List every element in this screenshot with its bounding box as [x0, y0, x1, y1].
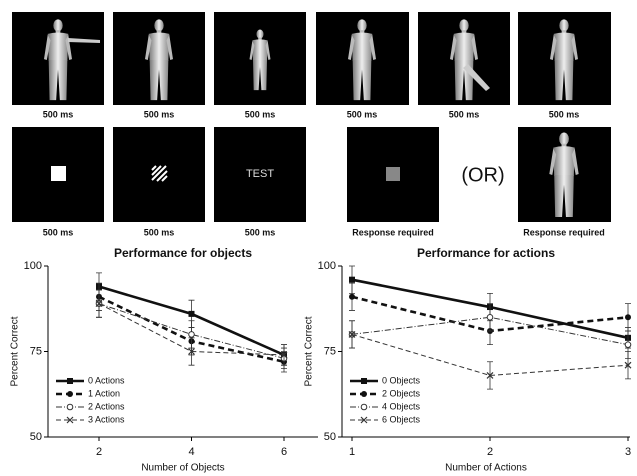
legend-marker: [361, 378, 367, 384]
x-tick-label: 2: [96, 446, 102, 458]
legend-marker: [66, 416, 74, 424]
marker: [624, 361, 632, 369]
x-tick-label: 4: [188, 446, 194, 458]
x-tick-label: 1: [349, 446, 355, 458]
caption: 500 ms: [43, 227, 74, 237]
caption: 500 ms: [347, 109, 378, 119]
caption: 500 ms: [245, 227, 276, 237]
caption: Response required: [352, 227, 434, 237]
legend-marker: [360, 403, 368, 411]
x-tick-label: 2: [487, 446, 493, 458]
legend-marker: [360, 416, 368, 424]
y-tick-label: 50: [30, 431, 42, 443]
marker: [348, 330, 356, 338]
legend-label: 2 Objects: [382, 388, 421, 398]
x-axis-label: Number of Actions: [445, 463, 527, 474]
legend-label: 6 Objects: [382, 414, 421, 424]
raised-arm: [68, 38, 100, 43]
x-tick-label: 3: [625, 446, 631, 458]
marker: [95, 300, 103, 308]
legend-marker: [66, 403, 74, 411]
caption: 500 ms: [549, 109, 580, 119]
legend-marker: [67, 391, 73, 397]
legend-label: 0 Actions: [88, 375, 125, 385]
caption: 500 ms: [245, 109, 276, 119]
legend-marker: [361, 391, 367, 397]
stimulus-row-1: [12, 12, 611, 105]
x-tick-label: 6: [281, 446, 287, 458]
y-tick-label: 100: [24, 260, 42, 272]
marker: [486, 314, 494, 321]
chart-title: Performance for actions: [417, 246, 555, 260]
marker: [349, 293, 355, 300]
caption: 500 ms: [144, 109, 175, 119]
caption: 500 ms: [43, 109, 74, 119]
legend-label: 4 Objects: [382, 401, 421, 411]
y-tick-label: 75: [30, 345, 42, 357]
legend-label: 1 Action: [88, 388, 120, 398]
legend-label: 0 Objects: [382, 375, 421, 385]
series-line: [351, 333, 629, 376]
white-square: [51, 166, 66, 181]
y-axis-label: Percent Correct: [304, 316, 315, 386]
series-line: [351, 316, 629, 346]
marker: [188, 310, 195, 317]
y-tick-label: 75: [324, 345, 336, 357]
y-tick-label: 100: [318, 260, 336, 272]
y-tick-label: 50: [324, 431, 336, 443]
caption: Response required: [523, 227, 605, 237]
raised-leg: [463, 64, 490, 91]
marker: [486, 372, 494, 379]
marker: [625, 314, 631, 321]
caption: 500 ms: [449, 109, 480, 119]
chart-title: Performance for objects: [114, 246, 252, 260]
marker: [349, 276, 355, 283]
stimulus-row-2: TEST (OR): [12, 127, 611, 222]
gray-square: [386, 167, 400, 181]
y-axis-label: Percent Correct: [10, 316, 21, 386]
legend-label: 2 Actions: [88, 401, 125, 411]
frame: [214, 127, 306, 222]
marker: [188, 348, 195, 355]
caption: 500 ms: [144, 227, 175, 237]
x-axis-label: Number of Objects: [141, 463, 224, 474]
legend-label: 3 Actions: [88, 414, 125, 424]
test-text: TEST: [246, 168, 274, 180]
marker: [624, 341, 632, 348]
striped-square: [151, 165, 168, 182]
marker: [188, 331, 195, 338]
or-text: (OR): [461, 164, 504, 186]
legend-marker: [67, 378, 73, 384]
marker: [280, 351, 288, 359]
